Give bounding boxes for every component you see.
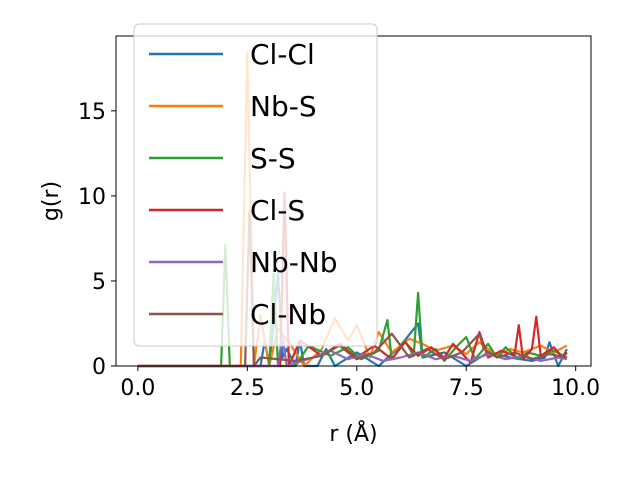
- y-axis-label: g(r): [39, 181, 64, 221]
- series-line-nb-nb: [137, 334, 568, 368]
- y-axis: 0 5 10 15: [78, 100, 116, 380]
- x-tick-label: 7.5: [449, 376, 484, 401]
- legend-label-cl-s: Cl-S: [250, 194, 305, 227]
- y-tick-label: 0: [92, 355, 106, 380]
- legend: Cl-Cl Nb-S S-S Cl-S Nb-Nb Cl-Nb: [133, 23, 378, 347]
- y-tick-label: 15: [78, 100, 106, 125]
- y-tick-label: 5: [92, 270, 106, 295]
- series-line-cl-nb: [137, 210, 568, 368]
- legend-label-cl-nb: Cl-Nb: [250, 298, 326, 331]
- x-tick-label: 5.0: [339, 376, 374, 401]
- legend-label-nb-s: Nb-S: [250, 90, 317, 123]
- legend-box: [133, 23, 378, 347]
- y-tick-label: 10: [78, 185, 106, 210]
- x-axis-label: r (Å): [329, 420, 377, 447]
- legend-label-cl-cl: Cl-Cl: [250, 38, 315, 71]
- series-line-cl-s: [137, 191, 568, 368]
- x-tick-label: 0.0: [120, 376, 155, 401]
- x-tick-label: 2.5: [230, 376, 265, 401]
- legend-label-nb-nb: Nb-Nb: [250, 246, 338, 279]
- x-tick-label: 10.0: [551, 376, 600, 401]
- x-axis: 0.0 2.5 5.0 7.5 10.0: [120, 366, 600, 401]
- legend-label-s-s: S-S: [250, 142, 296, 175]
